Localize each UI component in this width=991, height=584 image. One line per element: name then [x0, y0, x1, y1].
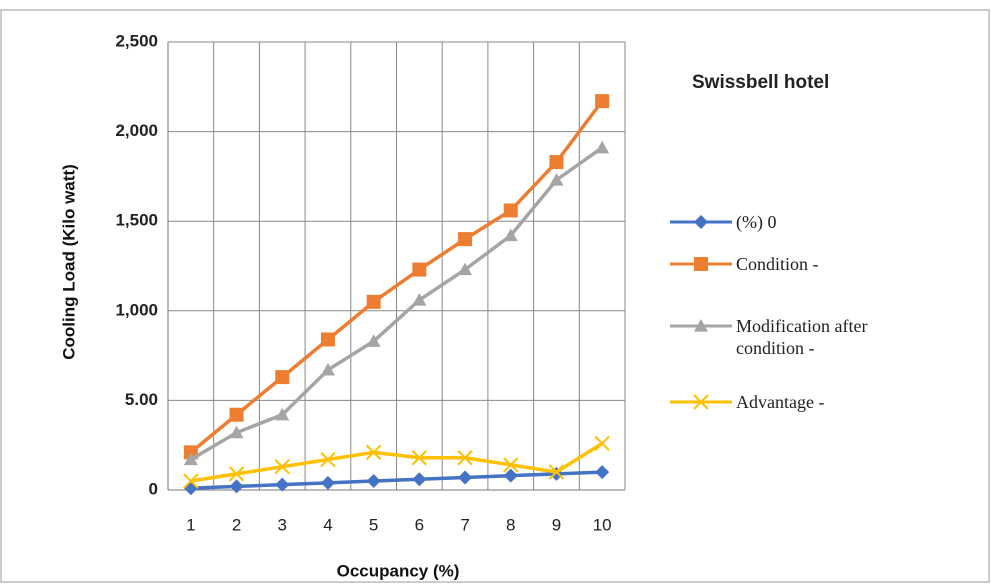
data-point: [183, 452, 198, 466]
data-point: [320, 451, 336, 468]
legend-swatch: [670, 257, 732, 271]
x-tick-label: 8: [506, 515, 515, 534]
data-point: [595, 140, 610, 154]
data-point: [411, 450, 428, 466]
data-point: [548, 464, 565, 480]
legend-swatch: [670, 215, 732, 229]
legend-marker: [694, 215, 708, 229]
x-tick-label: 2: [232, 515, 241, 534]
data-point: [503, 228, 518, 242]
data-point: [458, 262, 473, 276]
y-tick-label: 1,500: [115, 211, 158, 230]
legend-item: Condition -: [668, 253, 819, 275]
x-tick-label: 5: [369, 515, 378, 534]
data-point: [320, 475, 335, 490]
series-line: [189, 100, 604, 454]
data-point: [365, 444, 382, 461]
data-point: [229, 479, 244, 494]
legend-label: Condition -: [736, 254, 819, 274]
x-tick-label: 4: [323, 515, 332, 534]
data-point: [274, 458, 290, 475]
y-tick-label: 0: [149, 479, 158, 498]
data-point: [366, 474, 381, 489]
data-point: [457, 450, 473, 466]
x-tick-label: 1: [186, 515, 195, 534]
data-point: [594, 435, 610, 452]
data-point: [229, 407, 244, 422]
x-tick-label: 7: [460, 515, 469, 534]
y-tick-label: 5.00: [125, 390, 158, 409]
x-tick-label: 9: [552, 515, 561, 534]
legend-label: Advantage -: [736, 392, 825, 412]
y-axis-title: Cooling Load (Kilo watt): [59, 164, 78, 359]
legend-item: Modification after condition -: [668, 315, 901, 359]
x-tick-label: 3: [278, 515, 287, 534]
data-point: [275, 477, 290, 492]
data-point: [366, 334, 381, 347]
legend-label: Modification after condition -: [736, 316, 868, 358]
data-point: [412, 262, 427, 277]
data-point: [229, 425, 244, 439]
data-point: [458, 232, 473, 247]
series-line: [190, 470, 603, 490]
legend-swatch: [670, 319, 732, 332]
x-tick-label: 6: [415, 515, 424, 534]
x-tick-label: 10: [593, 515, 612, 534]
legend-item: Advantage -: [668, 391, 824, 413]
legend-title: Swissbell hotel: [692, 72, 830, 93]
data-point: [412, 293, 427, 306]
data-point: [503, 457, 519, 473]
series-line: [190, 441, 604, 483]
legend-label: (%) 0: [736, 212, 777, 232]
legend-marker: [693, 394, 709, 410]
legend-swatch: [670, 394, 732, 410]
data-point: [366, 294, 381, 309]
data-point: [595, 465, 610, 480]
legend-marker: [694, 319, 708, 332]
data-point: [503, 203, 518, 218]
data-point: [183, 473, 199, 489]
legend-item: (%) 0: [668, 211, 776, 233]
y-tick-label: 1,000: [115, 300, 158, 319]
data-point: [412, 472, 427, 487]
chart-border: [0, 9, 990, 583]
data-point: [458, 470, 473, 485]
data-point: [320, 362, 335, 376]
data-point: [275, 407, 290, 421]
data-point: [228, 466, 245, 482]
data-point: [595, 94, 610, 109]
x-axis-title: Occupancy (%): [337, 561, 460, 580]
legend: Swissbell hotel (%) 0 Condition - Modifica…: [668, 60, 968, 412]
y-tick-label: 2,000: [115, 121, 158, 140]
data-point: [275, 370, 290, 385]
data-point: [320, 332, 335, 347]
legend-marker: [694, 257, 708, 271]
data-point: [549, 155, 564, 170]
data-point: [549, 172, 564, 186]
series-line: [189, 146, 604, 462]
data-point: [503, 468, 518, 483]
y-tick-label: 2,500: [115, 31, 158, 50]
